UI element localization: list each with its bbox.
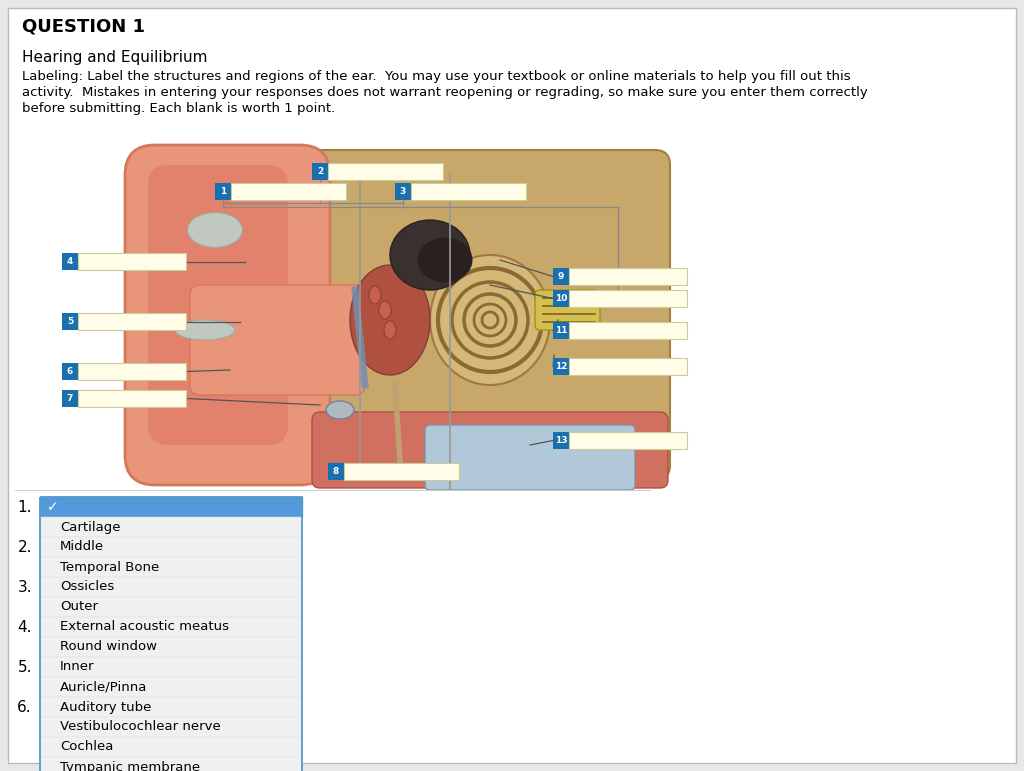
FancyBboxPatch shape xyxy=(148,165,288,445)
Text: Hearing and Equilibrium: Hearing and Equilibrium xyxy=(22,50,208,65)
FancyBboxPatch shape xyxy=(78,363,186,380)
Text: 12: 12 xyxy=(555,362,567,371)
FancyBboxPatch shape xyxy=(535,290,600,330)
FancyBboxPatch shape xyxy=(425,425,635,490)
FancyBboxPatch shape xyxy=(411,183,526,200)
Ellipse shape xyxy=(390,220,470,290)
Bar xyxy=(40,677,302,697)
Text: 3: 3 xyxy=(400,187,407,196)
FancyBboxPatch shape xyxy=(569,268,687,285)
Text: 13: 13 xyxy=(555,436,567,445)
Bar xyxy=(40,497,302,517)
FancyBboxPatch shape xyxy=(78,253,186,270)
Bar xyxy=(40,637,302,657)
FancyBboxPatch shape xyxy=(328,463,344,480)
Ellipse shape xyxy=(350,265,430,375)
Text: 1: 1 xyxy=(220,187,226,196)
Text: 10: 10 xyxy=(555,294,567,303)
Text: 2.: 2. xyxy=(17,540,32,554)
Text: Temporal Bone: Temporal Bone xyxy=(60,561,160,574)
Text: 6.: 6. xyxy=(17,699,32,715)
Text: Ossicles: Ossicles xyxy=(60,581,115,594)
Text: Round window: Round window xyxy=(60,641,157,654)
Text: 7: 7 xyxy=(67,394,73,403)
FancyBboxPatch shape xyxy=(8,8,1016,763)
Text: Tympanic membrane: Tympanic membrane xyxy=(60,760,200,771)
FancyBboxPatch shape xyxy=(215,183,231,200)
Ellipse shape xyxy=(369,286,381,304)
FancyBboxPatch shape xyxy=(190,285,365,395)
FancyBboxPatch shape xyxy=(395,183,411,200)
Ellipse shape xyxy=(418,237,472,282)
Text: Vestibulocochlear nerve: Vestibulocochlear nerve xyxy=(60,721,221,733)
FancyBboxPatch shape xyxy=(125,145,330,485)
FancyBboxPatch shape xyxy=(553,432,569,449)
Text: 8: 8 xyxy=(333,467,339,476)
Text: 9: 9 xyxy=(558,272,564,281)
Bar xyxy=(40,577,302,597)
FancyBboxPatch shape xyxy=(569,432,687,449)
FancyBboxPatch shape xyxy=(62,253,78,270)
Text: External acoustic meatus: External acoustic meatus xyxy=(60,621,229,634)
Text: 6: 6 xyxy=(67,367,73,376)
FancyBboxPatch shape xyxy=(553,322,569,339)
Text: 2: 2 xyxy=(316,167,324,176)
Text: QUESTION 1: QUESTION 1 xyxy=(22,18,145,36)
Text: Labeling: Label the structures and regions of the ear.  You may use your textboo: Labeling: Label the structures and regio… xyxy=(22,70,851,83)
Bar xyxy=(40,737,302,757)
Text: 11: 11 xyxy=(555,326,567,335)
FancyBboxPatch shape xyxy=(62,390,78,407)
Text: Auditory tube: Auditory tube xyxy=(60,701,152,713)
FancyBboxPatch shape xyxy=(78,390,186,407)
FancyBboxPatch shape xyxy=(231,183,346,200)
FancyBboxPatch shape xyxy=(553,358,569,375)
Text: ✓: ✓ xyxy=(47,500,58,514)
Bar xyxy=(40,537,302,557)
Bar xyxy=(40,497,302,771)
Text: Outer: Outer xyxy=(60,601,98,614)
Bar xyxy=(40,617,302,637)
FancyBboxPatch shape xyxy=(312,163,328,180)
FancyBboxPatch shape xyxy=(569,290,687,307)
Ellipse shape xyxy=(175,320,234,340)
FancyBboxPatch shape xyxy=(553,268,569,285)
Text: Cochlea: Cochlea xyxy=(60,740,114,753)
FancyBboxPatch shape xyxy=(62,363,78,380)
Bar xyxy=(40,757,302,771)
Text: Inner: Inner xyxy=(60,661,94,674)
FancyBboxPatch shape xyxy=(62,313,78,330)
Bar xyxy=(40,517,302,537)
FancyBboxPatch shape xyxy=(344,463,459,480)
Ellipse shape xyxy=(187,213,243,247)
Bar xyxy=(40,557,302,577)
Bar xyxy=(40,697,302,717)
Ellipse shape xyxy=(379,301,391,319)
FancyBboxPatch shape xyxy=(312,412,668,488)
Ellipse shape xyxy=(326,401,354,419)
Text: 5: 5 xyxy=(67,317,73,326)
FancyBboxPatch shape xyxy=(569,358,687,375)
FancyBboxPatch shape xyxy=(280,150,670,480)
Ellipse shape xyxy=(430,255,550,385)
FancyBboxPatch shape xyxy=(569,322,687,339)
Bar xyxy=(40,657,302,677)
Bar xyxy=(40,717,302,737)
Text: Cartilage: Cartilage xyxy=(60,520,121,534)
Ellipse shape xyxy=(384,321,396,339)
Text: activity.  Mistakes in entering your responses does not warrant reopening or reg: activity. Mistakes in entering your resp… xyxy=(22,86,867,99)
Bar xyxy=(40,597,302,617)
Text: 3.: 3. xyxy=(17,580,32,594)
FancyBboxPatch shape xyxy=(553,290,569,307)
Text: before submitting. Each blank is worth 1 point.: before submitting. Each blank is worth 1… xyxy=(22,102,335,115)
Text: Middle: Middle xyxy=(60,540,104,554)
Text: 1.: 1. xyxy=(17,500,32,514)
Text: 4.: 4. xyxy=(17,620,32,635)
Text: 5.: 5. xyxy=(17,659,32,675)
FancyBboxPatch shape xyxy=(78,313,186,330)
FancyBboxPatch shape xyxy=(328,163,443,180)
Text: Auricle/Pinna: Auricle/Pinna xyxy=(60,681,147,693)
Text: 4: 4 xyxy=(67,257,73,266)
